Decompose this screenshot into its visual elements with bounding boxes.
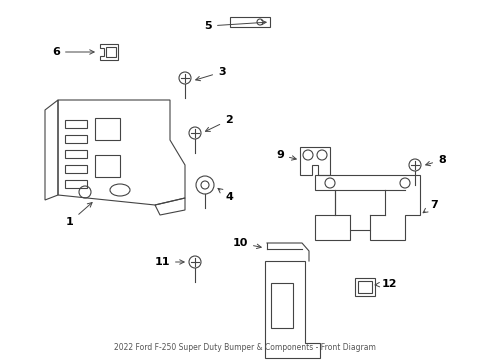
Text: 3: 3 xyxy=(196,67,225,81)
Bar xyxy=(65,150,87,158)
Bar xyxy=(355,278,375,296)
Text: 2022 Ford F-250 Super Duty Bumper & Components - Front Diagram: 2022 Ford F-250 Super Duty Bumper & Comp… xyxy=(114,343,376,352)
Bar xyxy=(65,165,87,173)
Bar xyxy=(271,283,293,328)
Text: 10: 10 xyxy=(233,238,261,248)
Bar xyxy=(95,155,120,177)
Bar xyxy=(358,281,372,293)
Text: 5: 5 xyxy=(204,20,266,31)
Bar xyxy=(106,47,116,57)
Bar xyxy=(65,135,87,143)
Text: 11: 11 xyxy=(154,257,184,267)
Text: 4: 4 xyxy=(218,188,233,202)
Text: 2: 2 xyxy=(205,115,233,131)
Bar xyxy=(65,120,87,128)
Bar xyxy=(230,17,270,27)
Text: 1: 1 xyxy=(66,203,92,227)
Text: 7: 7 xyxy=(423,200,438,213)
Text: 8: 8 xyxy=(426,155,446,166)
Bar xyxy=(65,180,87,188)
Bar xyxy=(95,118,120,140)
Text: 9: 9 xyxy=(276,150,296,160)
Text: 6: 6 xyxy=(52,47,94,57)
Text: 12: 12 xyxy=(375,279,397,289)
